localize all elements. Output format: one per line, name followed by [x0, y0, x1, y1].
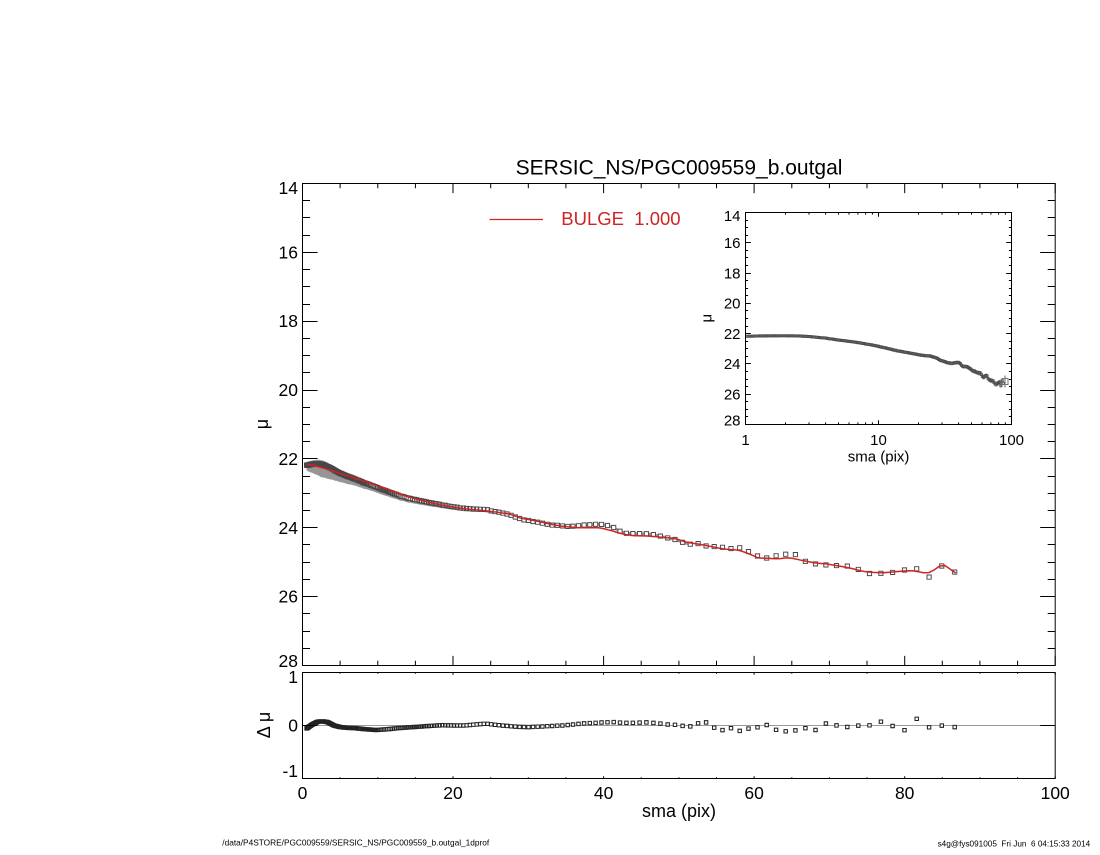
svg-text:s4g@fys091005 Fri Jun 6 04:1: s4g@fys091005 Fri Jun 6 04:15:33 2014 [938, 840, 1091, 849]
svg-text:sma (pix): sma (pix) [642, 801, 716, 821]
svg-text:20: 20 [724, 296, 741, 313]
svg-text:0: 0 [288, 716, 298, 736]
svg-text:40: 40 [594, 783, 614, 803]
svg-text:Δ μ: Δ μ [254, 712, 274, 738]
svg-text:24: 24 [279, 518, 299, 538]
svg-text:24: 24 [724, 356, 741, 373]
svg-text:0: 0 [298, 783, 308, 803]
svg-text:-1: -1 [282, 761, 298, 781]
svg-text:14: 14 [279, 178, 299, 198]
svg-text:100: 100 [999, 432, 1024, 449]
svg-text:sma (pix): sma (pix) [848, 449, 910, 466]
svg-text:22: 22 [724, 326, 741, 343]
svg-text:100: 100 [1041, 783, 1070, 803]
svg-text:80: 80 [895, 783, 915, 803]
svg-text:10: 10 [870, 432, 887, 449]
svg-text:20: 20 [443, 783, 463, 803]
svg-text:20: 20 [279, 380, 299, 400]
svg-text:1: 1 [741, 432, 749, 449]
svg-text:1: 1 [288, 667, 298, 687]
svg-text:16: 16 [279, 242, 298, 262]
svg-text:18: 18 [724, 265, 741, 282]
svg-text:14: 14 [724, 208, 741, 225]
svg-text:16: 16 [724, 235, 741, 252]
svg-text:SERSIC_NS/PGC009559_b.outgal: SERSIC_NS/PGC009559_b.outgal [516, 157, 843, 180]
svg-text:/data/P4STORE/PGC009559/SERSIC: /data/P4STORE/PGC009559/SERSIC_NS/PGC009… [222, 838, 490, 848]
svg-text:μ: μ [252, 419, 272, 429]
svg-text:28: 28 [279, 651, 298, 671]
svg-text:60: 60 [744, 783, 764, 803]
svg-text:26: 26 [279, 587, 298, 607]
svg-text:28: 28 [724, 413, 741, 430]
svg-text:26: 26 [724, 386, 741, 403]
svg-text:μ: μ [699, 314, 716, 323]
svg-text:18: 18 [279, 311, 298, 331]
svg-text:BULGE 1.000: BULGE 1.000 [561, 208, 680, 229]
svg-text:22: 22 [279, 449, 298, 469]
